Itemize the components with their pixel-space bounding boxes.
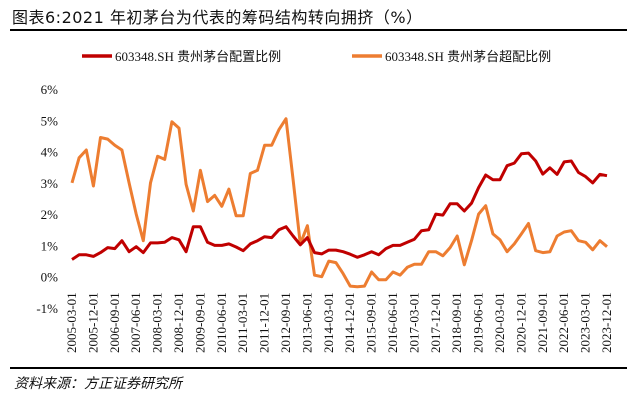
- legend: 603348.SH 贵州茅台配置比例 603348.SH 贵州茅台超配比例: [82, 49, 551, 64]
- x-tick-label: 2013-06-01: [299, 292, 314, 353]
- x-tick-label: 2005-12-01: [85, 292, 100, 353]
- x-tick-label: 2015-09-01: [364, 292, 379, 353]
- x-tick-label: 2007-06-01: [128, 292, 143, 353]
- x-tick-label: 2009-09-01: [192, 292, 207, 353]
- y-tick-label: 6%: [41, 82, 59, 97]
- source-note: 资料来源：方正证券研究所: [14, 376, 182, 392]
- x-tick-label: 2016-06-01: [385, 292, 400, 353]
- x-tick-label: 2017-12-01: [428, 292, 443, 353]
- y-tick-label: 1%: [41, 238, 59, 253]
- x-tick-label: 2011-03-01: [235, 293, 250, 353]
- x-tick-label: 2014-12-01: [342, 292, 357, 353]
- y-axis: -1% 0% 1% 2% 3% 4% 5% 6%: [36, 82, 58, 316]
- series-line-1: [70, 117, 608, 289]
- title-divider: [10, 29, 627, 31]
- y-tick-label: 0%: [41, 270, 59, 285]
- x-tick-label: 2010-06-01: [214, 292, 229, 353]
- x-tick-label: 2011-12-01: [257, 293, 272, 353]
- series-line-0: [71, 151, 608, 261]
- legend-label-overweight: 603348.SH 贵州茅台超配比例: [385, 49, 551, 64]
- x-tick-label: 2023-03-01: [578, 292, 593, 353]
- source-divider: [10, 367, 627, 369]
- x-axis: 2005-03-01 2005-12-01 2006-09-01 2007-06-01…: [64, 292, 614, 353]
- y-tick-label: 2%: [41, 207, 59, 222]
- x-tick-label: 2006-09-01: [107, 292, 122, 353]
- x-tick-label: 2014-03-01: [321, 292, 336, 353]
- chart-title: 图表6:2021 年初茅台为代表的筹码结构转向拥挤（%）: [12, 8, 423, 27]
- x-tick-label: 2017-03-01: [406, 292, 421, 353]
- y-tick-label: 5%: [41, 113, 59, 128]
- x-tick-label: 2008-03-01: [150, 292, 165, 353]
- y-tick-label: 3%: [41, 176, 59, 191]
- legend-label-allocation: 603348.SH 贵州茅台配置比例: [115, 49, 281, 64]
- x-tick-label: 2021-09-01: [535, 292, 550, 353]
- x-tick-label: 2018-09-01: [449, 292, 464, 353]
- x-tick-label: 2005-03-01: [64, 292, 79, 353]
- x-tick-label: 2008-12-01: [171, 292, 186, 353]
- x-tick-label: 2023-12-01: [599, 292, 614, 353]
- x-tick-label: 2019-06-01: [471, 292, 486, 353]
- x-tick-label: 2020-03-01: [492, 292, 507, 353]
- x-tick-label: 2022-06-01: [556, 292, 571, 353]
- y-tick-label: -1%: [36, 301, 58, 316]
- x-tick-label: 2012-09-01: [278, 292, 293, 353]
- y-tick-label: 4%: [41, 145, 59, 160]
- x-tick-label: 2020-12-01: [513, 292, 528, 353]
- series-lines: [70, 117, 608, 289]
